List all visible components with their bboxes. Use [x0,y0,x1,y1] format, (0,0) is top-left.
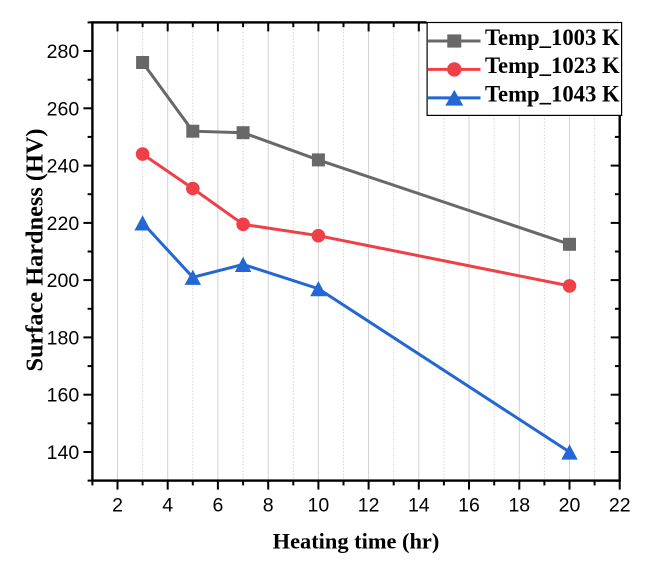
svg-text:Temp_1023 K: Temp_1023 K [485,53,620,78]
svg-text:12: 12 [358,495,380,517]
svg-text:Heating time (hr): Heating time (hr) [273,528,440,553]
svg-text:Temp_1043 K: Temp_1043 K [485,82,620,107]
svg-text:14: 14 [408,495,430,517]
svg-text:260: 260 [47,98,80,120]
svg-text:220: 220 [47,213,80,235]
svg-text:18: 18 [508,495,530,517]
svg-text:Temp_1003 K: Temp_1003 K [485,25,620,50]
svg-text:200: 200 [47,270,80,292]
svg-text:22: 22 [609,495,631,517]
svg-text:140: 140 [47,442,80,464]
svg-text:6: 6 [212,495,223,517]
svg-text:20: 20 [559,495,581,517]
svg-text:10: 10 [308,495,330,517]
svg-text:Surface Hardness (HV): Surface Hardness (HV) [22,129,49,372]
svg-text:16: 16 [458,495,480,517]
svg-text:2: 2 [112,495,123,517]
svg-text:8: 8 [263,495,274,517]
svg-text:280: 280 [47,41,80,63]
svg-text:160: 160 [47,385,80,407]
svg-text:180: 180 [47,327,80,349]
svg-text:4: 4 [162,495,173,517]
svg-text:240: 240 [47,156,80,178]
